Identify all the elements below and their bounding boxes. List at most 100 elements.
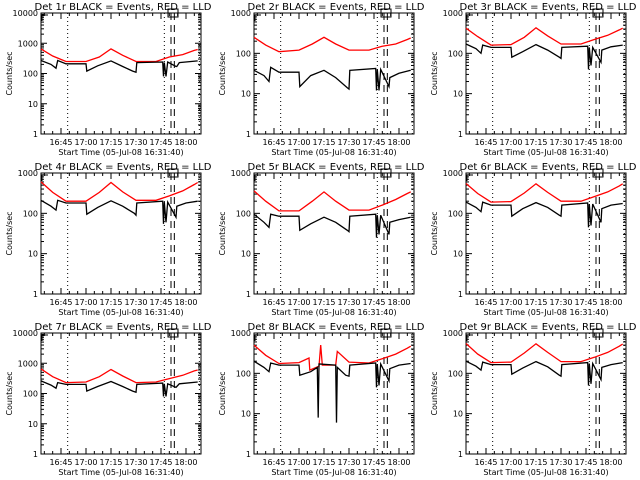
y-tick-label: 100 (448, 369, 463, 378)
corner-marker (466, 334, 473, 341)
x-tick-label: 16:45 (49, 458, 72, 467)
corner-marker (466, 174, 473, 181)
x-tick-label: 17:15 (312, 298, 335, 307)
y-tick-label: 100 (236, 49, 251, 58)
y-axis-label: Counts/sec (218, 371, 227, 415)
y-tick-label: 100 (236, 369, 251, 378)
x-tick-label: 17:00 (74, 138, 97, 147)
x-axis-label: Start Time (05-Jul-08 16:31:40) (271, 148, 396, 157)
x-tick-label: 17:00 (499, 138, 522, 147)
y-tick-label: 10000 (13, 9, 38, 18)
flag-box-marker (167, 8, 179, 18)
x-tick-label: 17:00 (499, 298, 522, 307)
y-tick-label: 1000 (18, 169, 38, 178)
x-tick-label: 17:15 (524, 298, 547, 307)
y-tick-label: 10 (241, 90, 251, 99)
x-tick-label: 17:45 (362, 298, 385, 307)
y-tick-label: 1000 (443, 9, 463, 18)
y-axis-label: Counts/sec (5, 211, 14, 255)
x-tick-label: 17:15 (99, 458, 122, 467)
y-tick-label: 1 (246, 130, 251, 139)
y-tick-label: 10 (453, 250, 463, 259)
x-tick-label: 18:00 (387, 298, 410, 307)
y-axis-label: Counts/sec (5, 51, 14, 95)
x-tick-label: 17:30 (124, 138, 147, 147)
x-tick-label: 17:15 (524, 138, 547, 147)
plot-frame (465, 172, 627, 295)
series-line-events (40, 199, 198, 224)
y-axis-label: Counts/sec (218, 211, 227, 255)
x-axis-label: Start Time (05-Jul-08 16:31:40) (483, 148, 608, 157)
x-tick-label: 16:45 (49, 298, 72, 307)
x-tick-label: 18:00 (599, 138, 622, 147)
x-tick-label: 18:00 (599, 458, 622, 467)
x-tick-label: 17:30 (549, 298, 572, 307)
y-tick-label: 10000 (13, 329, 38, 338)
series-line-events (253, 66, 411, 91)
x-tick-label: 17:00 (287, 138, 310, 147)
series-line-events (40, 59, 198, 77)
x-tick-label: 17:45 (362, 458, 385, 467)
series-line-lld (465, 182, 624, 203)
x-axis-label: Start Time (05-Jul-08 16:31:40) (483, 468, 608, 477)
x-tick-label: 17:30 (549, 138, 572, 147)
x-axis-label: Start Time (05-Jul-08 16:31:40) (271, 468, 396, 477)
series-line-lld (465, 26, 623, 46)
flag-box-marker (592, 168, 604, 178)
chart-title: Det 3r BLACK = Events, RED = LLD (460, 2, 637, 13)
chart-title: Det 7r BLACK = Events, RED = LLD (35, 322, 212, 333)
x-tick-label: 17:15 (99, 138, 122, 147)
y-tick-label: 1000 (18, 39, 38, 48)
y-tick-label: 1 (246, 450, 251, 459)
chart-panel-det6: Det 6r BLACK = Events, RED = LLD 1 10 100 10… (430, 162, 637, 317)
flag-box-marker (380, 8, 392, 18)
flag-box-marker (592, 8, 604, 18)
chart-title: Det 6r BLACK = Events, RED = LLD (460, 162, 637, 173)
chart-panel-det4: Det 4r BLACK = Events, RED = LLD 1 10 100 10… (5, 162, 212, 317)
y-tick-label: 1000 (231, 9, 251, 18)
chart-panel-det3: Det 3r BLACK = Events, RED = LLD 1 10 100 10… (430, 2, 637, 157)
x-tick-label: 16:45 (474, 138, 497, 147)
plot-frame (40, 12, 202, 135)
corner-marker (254, 14, 261, 21)
x-tick-label: 16:45 (474, 458, 497, 467)
chart-title: Det 1r BLACK = Events, RED = LLD (35, 2, 212, 13)
x-tick-label: 16:45 (262, 138, 285, 147)
y-axis-label: Counts/sec (430, 211, 439, 255)
series-line-events (253, 213, 411, 238)
x-tick-label: 16:45 (262, 458, 285, 467)
y-tick-label: 10 (241, 410, 251, 419)
chart-panel-det8: Det 8r BLACK = Events, RED = LLD 1 10 100 10… (218, 322, 425, 477)
y-tick-label: 1 (33, 130, 38, 139)
x-tick-label: 17:00 (499, 458, 522, 467)
corner-marker (254, 174, 261, 181)
y-tick-label: 1 (33, 450, 38, 459)
series-line-events (465, 43, 623, 70)
series-line-events (40, 380, 198, 397)
chart-panel-det5: Det 5r BLACK = Events, RED = LLD 1 10 100 10… (218, 162, 425, 317)
y-tick-label: 1 (33, 290, 38, 299)
y-tick-label: 10 (28, 250, 38, 259)
x-tick-label: 18:00 (599, 298, 622, 307)
y-tick-label: 10 (28, 420, 38, 429)
y-tick-label: 1 (458, 290, 463, 299)
plot-frame (253, 172, 415, 295)
flag-box-marker (380, 168, 392, 178)
flag-box-marker (592, 328, 604, 338)
y-tick-label: 10 (241, 250, 251, 259)
series-line-lld (40, 48, 198, 63)
x-tick-label: 17:15 (312, 458, 335, 467)
y-axis-label: Counts/sec (430, 51, 439, 95)
series-line-lld (253, 344, 412, 372)
corner-marker (466, 14, 473, 21)
series-line-events (253, 360, 411, 423)
x-tick-label: 17:30 (337, 298, 360, 307)
x-tick-label: 17:45 (362, 138, 385, 147)
corner-marker (254, 334, 261, 341)
y-tick-label: 100 (23, 209, 38, 218)
x-tick-label: 17:00 (74, 458, 97, 467)
x-tick-label: 17:15 (312, 138, 335, 147)
y-tick-label: 1000 (231, 329, 251, 338)
x-tick-label: 17:15 (524, 458, 547, 467)
y-tick-label: 1 (458, 450, 463, 459)
